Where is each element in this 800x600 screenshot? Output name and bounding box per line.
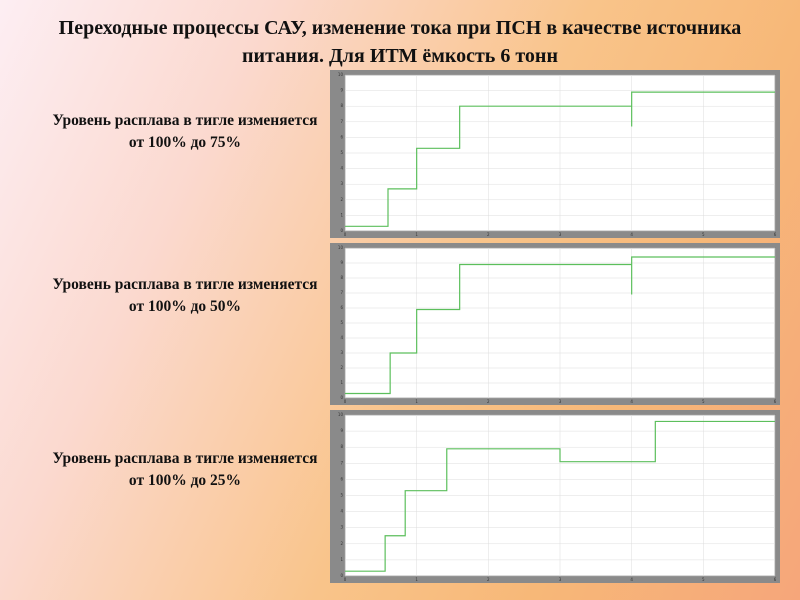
y-tick-label: 0 [340, 395, 343, 400]
x-tick-label: 0 [344, 399, 347, 404]
y-tick-label: 2 [340, 365, 343, 370]
y-tick-label: 3 [340, 181, 343, 186]
caption: Уровень расплава в тигле изменяется от 1… [52, 450, 318, 489]
y-tick-label: 1 [340, 557, 343, 562]
y-tick-label: 9 [340, 428, 343, 433]
x-tick-label: 3 [559, 577, 562, 582]
x-tick-label: 5 [702, 232, 705, 237]
x-tick-label: 6 [774, 577, 777, 582]
y-tick-label: 10 [338, 412, 344, 417]
x-tick-label: 1 [415, 232, 418, 237]
caption: Уровень расплава в тигле изменяется от 1… [52, 276, 318, 315]
y-tick-label: 6 [340, 305, 343, 310]
line [345, 420, 775, 572]
y-tick-label: 5 [340, 320, 343, 325]
y-tick-label: 10 [338, 245, 344, 250]
x-tick-label: 2 [487, 577, 490, 582]
x-tick-label: 6 [774, 232, 777, 237]
caption: Уровень расплава в тигле изменяется от 1… [52, 112, 318, 151]
x-tick-label: 5 [702, 577, 705, 582]
y-tick-label: 3 [340, 350, 343, 355]
y-tick-label: 6 [340, 134, 343, 139]
x-tick-label: 2 [487, 399, 490, 404]
x-tick-label: 1 [415, 577, 418, 582]
y-tick-label: 8 [340, 275, 343, 280]
y-tick-label: 4 [340, 335, 343, 340]
y-tick-label: 0 [340, 228, 343, 233]
y-tick-label: 6 [340, 476, 343, 481]
y-tick-label: 1 [340, 212, 343, 217]
y-tick-label: 9 [340, 260, 343, 265]
y-tick-label: 7 [340, 290, 343, 295]
x-tick-label: 1 [415, 399, 418, 404]
y-tick-label: 5 [340, 493, 343, 498]
y-tick-label: 7 [340, 119, 343, 124]
y-tick-label: 3 [340, 525, 343, 530]
line [345, 256, 775, 395]
y-tick-label: 10 [338, 72, 344, 77]
y-tick-label: 8 [340, 444, 343, 449]
x-tick-label: 6 [774, 399, 777, 404]
y-tick-label: 2 [340, 541, 343, 546]
x-tick-label: 5 [702, 399, 705, 404]
x-tick-label: 3 [559, 399, 562, 404]
y-tick-label: 0 [340, 573, 343, 578]
y-tick-label: 1 [340, 380, 343, 385]
y-tick-label: 9 [340, 88, 343, 93]
y-tick-label: 7 [340, 460, 343, 465]
y-tick-label: 4 [340, 509, 343, 514]
line [345, 91, 775, 227]
x-tick-label: 0 [344, 577, 347, 582]
y-tick-label: 5 [340, 150, 343, 155]
slide-title: Переходные процессы САУ, изменение тока … [58, 17, 742, 67]
x-tick-label: 0 [344, 232, 347, 237]
x-tick-label: 4 [630, 577, 633, 582]
y-tick-label: 4 [340, 166, 343, 171]
x-tick-label: 4 [630, 399, 633, 404]
x-tick-label: 3 [559, 232, 562, 237]
x-tick-label: 4 [630, 232, 633, 237]
x-tick-label: 2 [487, 232, 490, 237]
y-tick-label: 2 [340, 197, 343, 202]
y-tick-label: 8 [340, 103, 343, 108]
